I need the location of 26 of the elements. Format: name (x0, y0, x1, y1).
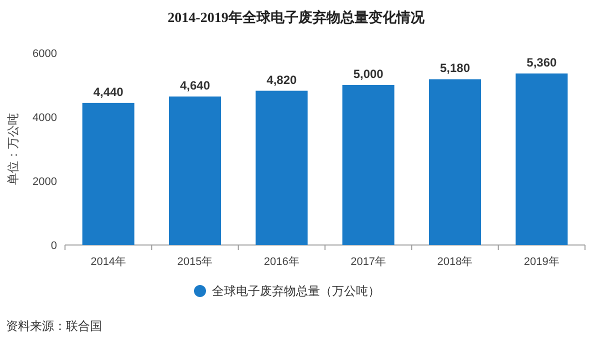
chart-title: 2014-2019年全球电子废弃物总量变化情况 (168, 9, 426, 26)
data-label: 5,000 (353, 67, 384, 81)
data-label: 4,440 (93, 84, 124, 99)
x-tick-label: 2015年 (177, 256, 213, 268)
bar (256, 90, 308, 245)
x-tick-label: 2017年 (350, 256, 386, 268)
data-label: 5,360 (526, 55, 558, 70)
bar (342, 85, 394, 245)
y-tick-label: 0 (50, 240, 57, 252)
data-label: 4,820 (266, 72, 298, 87)
bar (82, 102, 134, 245)
y-tick-label: 4000 (32, 112, 57, 124)
legend-label: 全球电子废弃物总量（万公吨） (212, 284, 380, 298)
x-tick-label: 2018年 (437, 256, 473, 268)
data-label: 4,640 (180, 78, 210, 93)
bar (169, 96, 221, 245)
text: 资料来源：联合国 (6, 319, 102, 333)
bar (516, 73, 568, 245)
bar (429, 79, 481, 245)
x-tick-label: 2016年 (264, 256, 300, 268)
data-label: 5,180 (440, 61, 470, 76)
y-axis-title: 单位：万公吨 (6, 113, 20, 185)
x-tick-label: 2019年 (524, 256, 560, 268)
y-tick-label: 2000 (32, 176, 57, 188)
x-tick-label: 2014年 (90, 256, 126, 268)
y-tick-label: 6000 (32, 48, 57, 60)
